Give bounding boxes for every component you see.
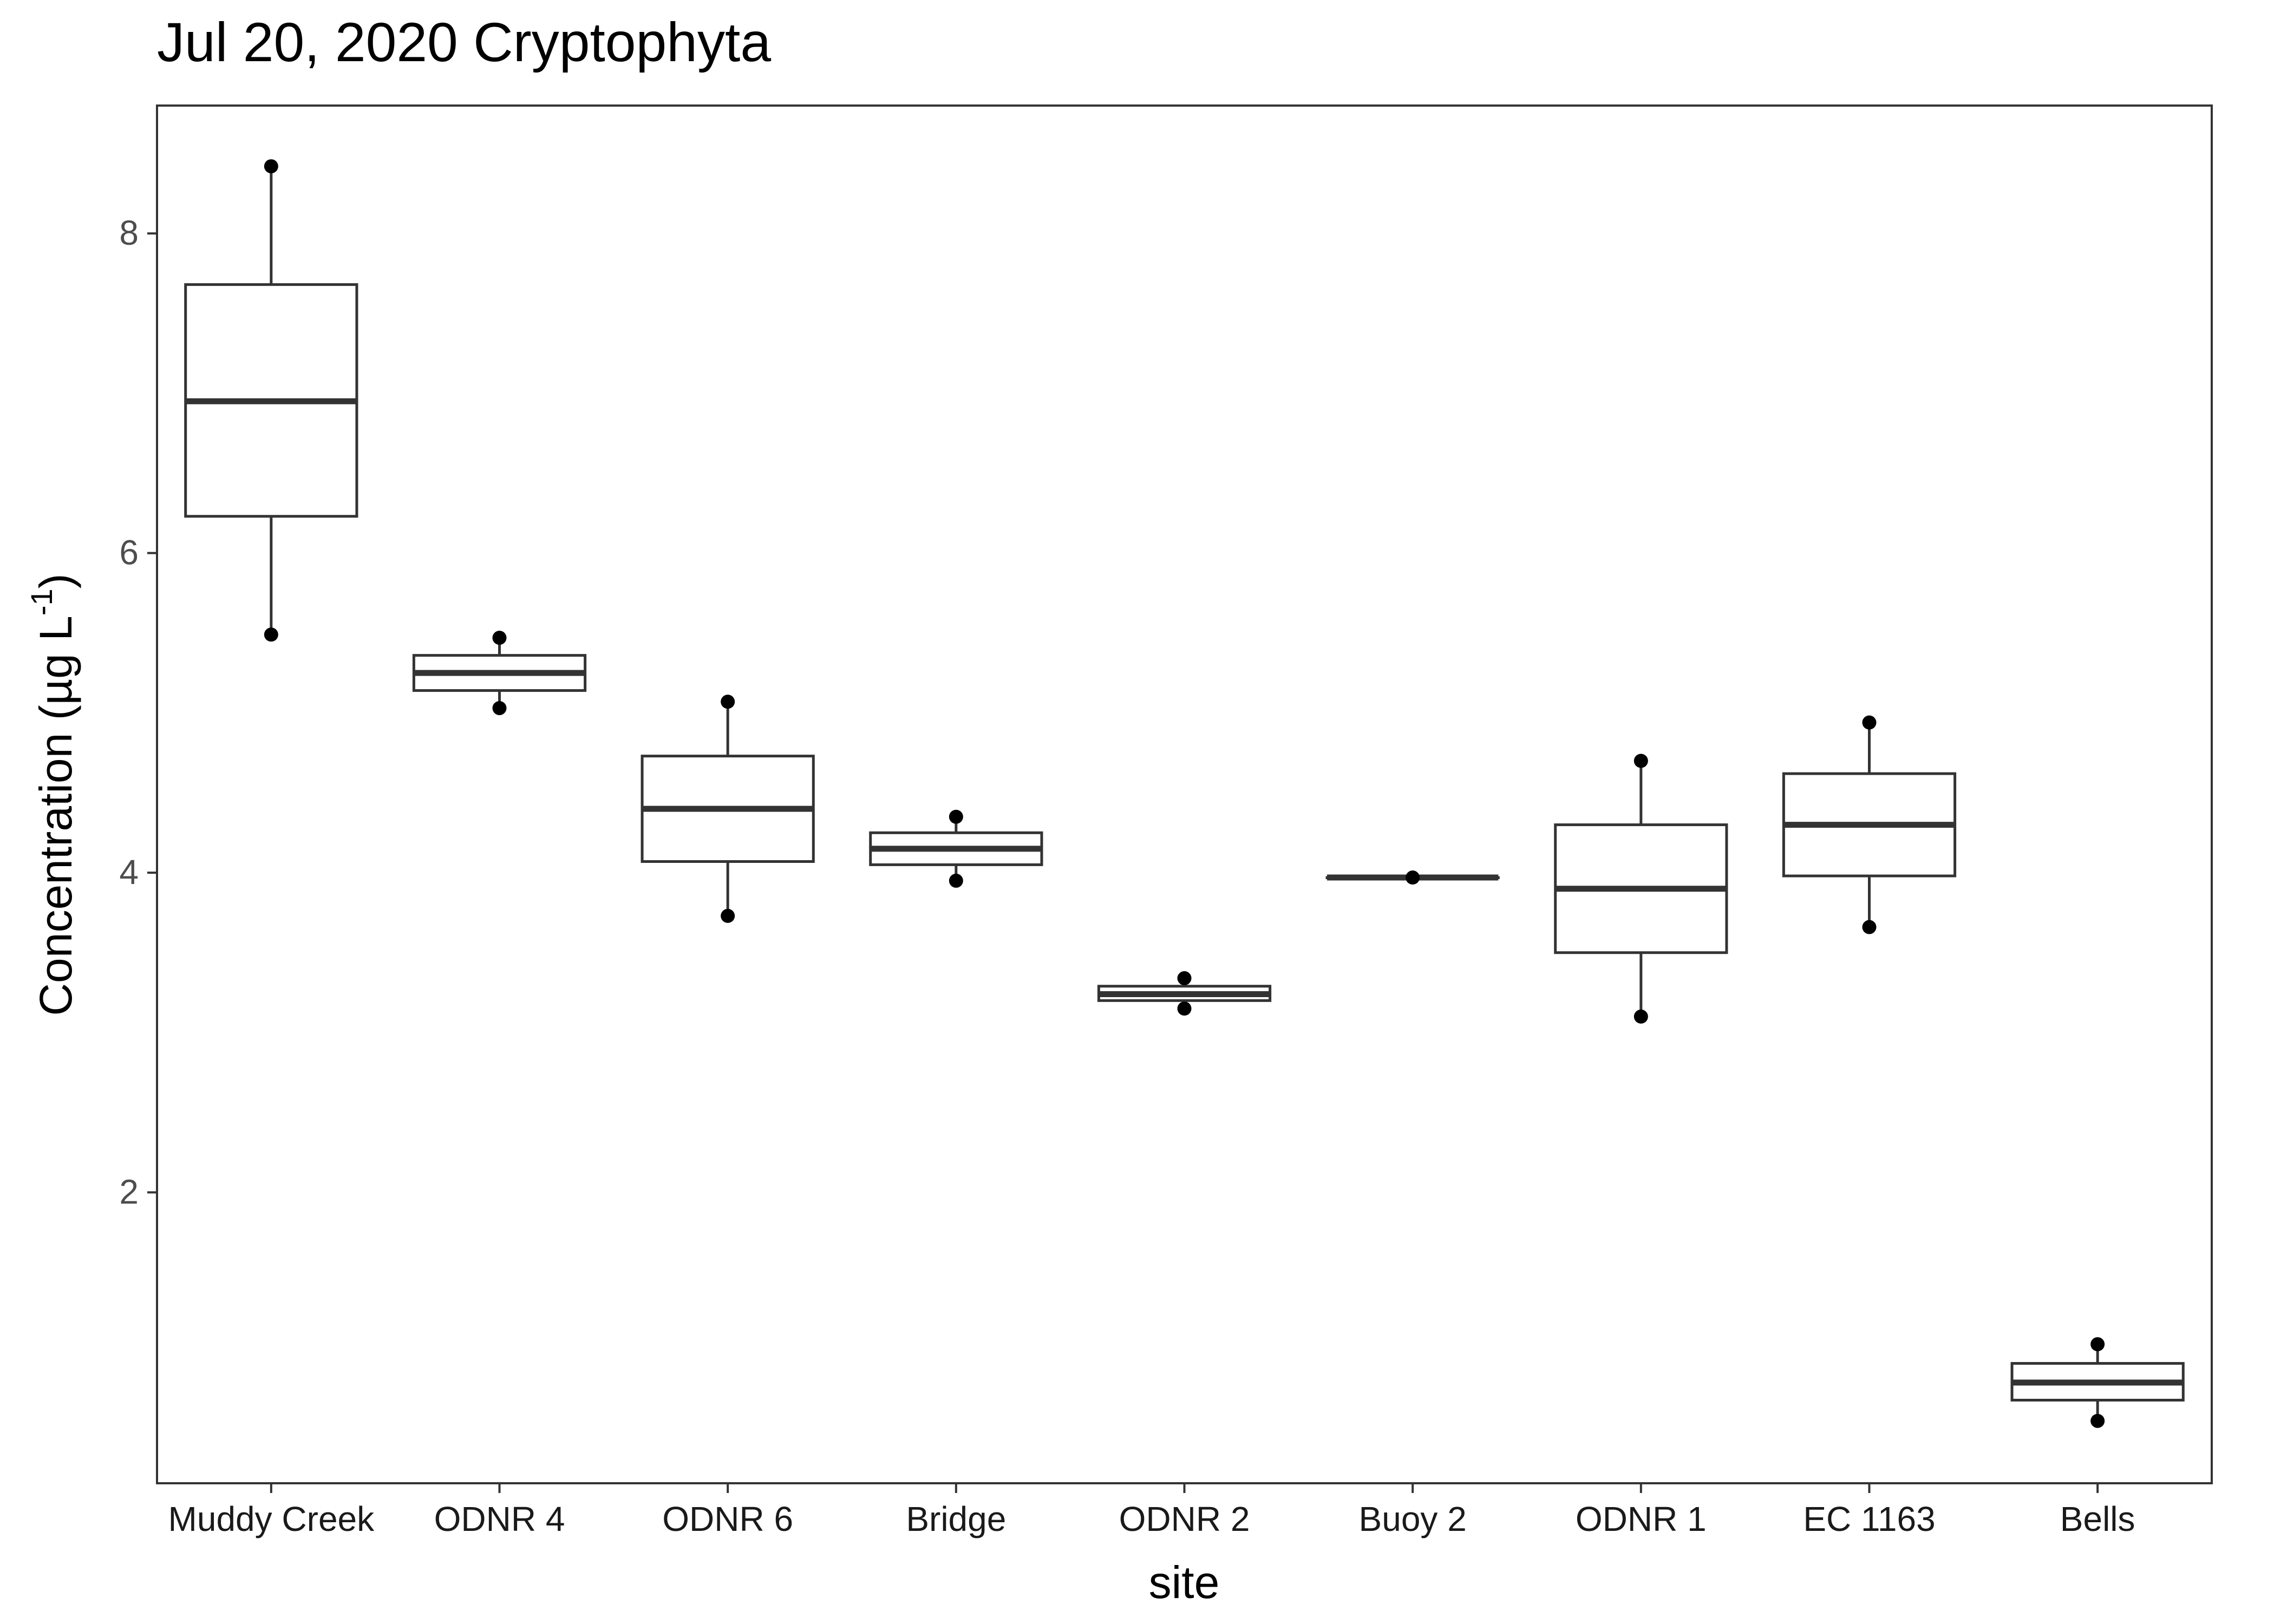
data-point — [1177, 1001, 1192, 1016]
y-axis-title-superscript: -1 — [24, 588, 58, 615]
box-group — [2010, 1337, 2185, 1428]
y-tick-label: 6 — [119, 533, 139, 572]
x-tick-label: ODNR 6 — [662, 1499, 793, 1538]
data-point — [2090, 1337, 2105, 1352]
x-tick-label: ODNR 2 — [1119, 1499, 1250, 1538]
x-tick-label: ODNR 1 — [1576, 1499, 1707, 1538]
data-point — [1862, 920, 1877, 934]
data-point — [1177, 971, 1192, 986]
box-group — [412, 631, 587, 716]
y-tick-label: 8 — [119, 213, 139, 252]
box-group — [1782, 715, 1957, 934]
data-point — [492, 701, 507, 716]
box-group — [1325, 870, 1500, 885]
x-tick-label: Buoy 2 — [1359, 1499, 1467, 1538]
data-point — [1862, 715, 1877, 730]
x-axis: Muddy Creek ODNR 4 ODNR 6 Bridge ODNR 2 Buoy … — [168, 1483, 2135, 1538]
data-point — [1633, 1009, 1648, 1024]
box-group — [641, 695, 815, 923]
x-tick-label: Muddy Creek — [168, 1499, 375, 1538]
data-point — [1633, 754, 1648, 768]
box-group — [1097, 971, 1272, 1016]
y-tick-label: 4 — [119, 853, 139, 892]
box-group — [1554, 754, 1728, 1024]
data-point — [721, 695, 735, 709]
y-tick-label: 2 — [119, 1173, 139, 1212]
data-point — [949, 873, 963, 888]
data-point — [264, 627, 278, 642]
data-point — [1406, 870, 1420, 885]
box-group — [184, 159, 358, 642]
data-point — [949, 809, 963, 824]
x-axis-title: site — [1149, 1557, 1220, 1608]
x-tick-label: Bells — [2060, 1499, 2135, 1538]
x-tick-label: ODNR 4 — [434, 1499, 565, 1538]
y-axis: 2 4 6 8 — [119, 213, 157, 1212]
chart-title: Jul 20, 2020 Cryptophyta — [157, 11, 771, 73]
data-point — [721, 908, 735, 923]
y-axis-title: Concentration (µg L-1) — [24, 573, 81, 1016]
x-tick-label: Bridge — [906, 1499, 1006, 1538]
y-axis-title-main: Concentration (µg L — [30, 615, 81, 1016]
y-axis-title-close: ) — [30, 573, 81, 588]
box-group — [869, 809, 1043, 888]
data-point — [2090, 1413, 2105, 1428]
x-tick-label: EC 1163 — [1803, 1499, 1935, 1538]
data-point — [492, 631, 507, 645]
boxplot-series — [184, 159, 2185, 1428]
data-point — [264, 159, 278, 174]
